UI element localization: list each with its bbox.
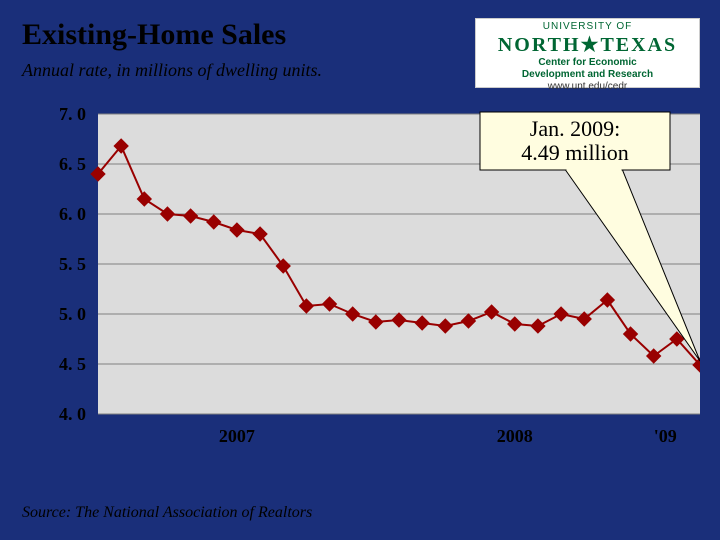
logo-center-1: Center for Economic <box>476 57 699 69</box>
source-text: Source: The National Association of Real… <box>22 504 312 522</box>
subtitle: Annual rate, in millions of dwelling uni… <box>22 60 322 81</box>
home-sales-chart: 4. 0 4. 5 5. 0 5. 5 6. 0 6. 5 7. 0 2007 2008 '09 J… <box>40 102 700 462</box>
y-tick-label: 5. 0 <box>59 304 86 324</box>
y-tick-label: 4. 5 <box>59 354 86 374</box>
y-tick-label: 6. 5 <box>59 154 86 174</box>
callout-line2: 4.49 million <box>521 140 629 165</box>
x-tick-label: '09 <box>654 426 677 446</box>
logo-center-2: Development and Research <box>476 69 699 81</box>
logo-url: www.unt.edu/cedr <box>476 81 699 93</box>
y-tick-label: 4. 0 <box>59 404 86 424</box>
logo-name: NORTH★TEXAS <box>476 33 699 57</box>
y-tick-label: 5. 5 <box>59 254 86 274</box>
x-tick-label: 2007 <box>219 426 255 446</box>
x-tick-label: 2008 <box>497 426 533 446</box>
logo-university: UNIVERSITY OF <box>476 21 699 33</box>
y-tick-label: 6. 0 <box>59 204 86 224</box>
university-logo: UNIVERSITY OF NORTH★TEXAS Center for Eco… <box>475 18 700 88</box>
page-title: Existing-Home Sales <box>22 18 286 52</box>
y-tick-label: 7. 0 <box>59 104 86 124</box>
callout-line1: Jan. 2009: <box>530 116 620 141</box>
